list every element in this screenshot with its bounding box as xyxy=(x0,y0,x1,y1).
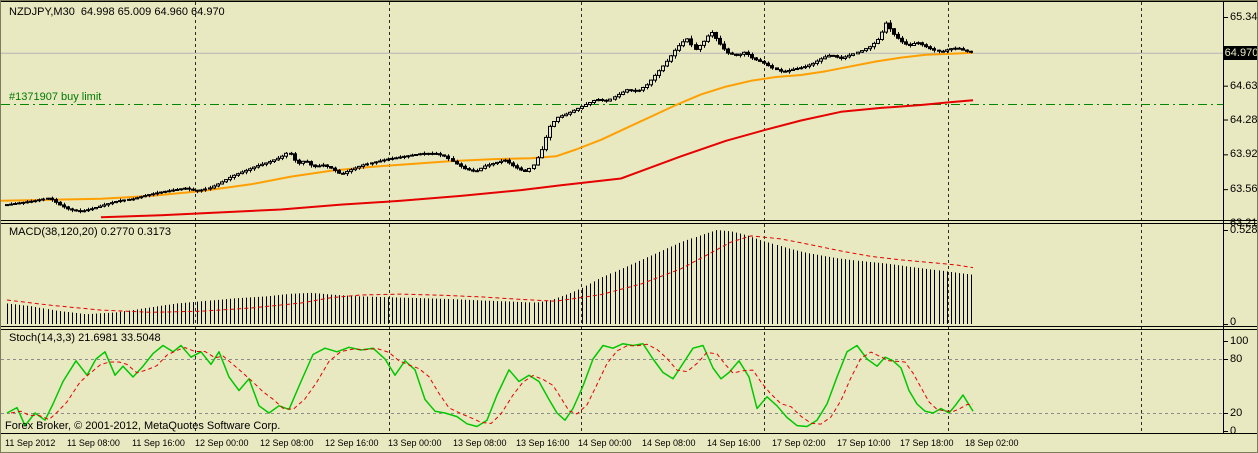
current-price-badge: 64.970 xyxy=(1224,46,1258,60)
buy-limit-label: #1371907 buy limit xyxy=(9,91,102,103)
time-label: 13 Sep 08:00 xyxy=(453,438,507,448)
time-label: 12 Sep 08:00 xyxy=(260,438,314,448)
stoch-tick-label: 0 xyxy=(1230,425,1237,437)
stoch-tick-label: 20 xyxy=(1230,407,1243,419)
time-label: 18 Sep 02:00 xyxy=(965,438,1019,448)
price-tick-label: 63.560 xyxy=(1230,183,1258,196)
macd-tick-label: 0.5282 xyxy=(1230,224,1258,236)
price-tick-label: 65.340 xyxy=(1230,11,1258,23)
time-label: 12 Sep 16:00 xyxy=(325,438,379,448)
time-label: 13 Sep 16:00 xyxy=(516,438,570,448)
time-label: 11 Sep 2012 xyxy=(5,438,56,448)
price-tick-label: 64.630 xyxy=(1230,79,1258,92)
price-tick-label: 63.920 xyxy=(1230,148,1258,161)
chart-title: NZDJPY,M30 64.998 65.009 64.960 64.970 xyxy=(9,6,225,18)
time-label: 11 Sep 16:00 xyxy=(132,438,185,448)
time-label: 13 Sep 00:00 xyxy=(388,438,442,448)
time-label: 17 Sep 18:00 xyxy=(900,438,954,448)
copyright-text: Forex Broker, © 2001-2012, MetaQuotes So… xyxy=(5,420,281,432)
stoch-indicator-label: Stoch(14,3,3) 21.6981 33.5048 xyxy=(9,332,161,344)
macd-indicator-label: MACD(38,120,20) 0.2770 0.3173 xyxy=(9,226,172,238)
stoch-tick-label: 100 xyxy=(1230,335,1249,347)
time-label: 11 Sep 08:00 xyxy=(67,438,120,448)
time-label: 12 Sep 00:00 xyxy=(195,438,249,448)
time-label: 14 Sep 16:00 xyxy=(707,438,761,448)
price-tick-label: 64.280 xyxy=(1230,113,1258,126)
time-label: 17 Sep 02:00 xyxy=(772,438,826,448)
time-label: 14 Sep 08:00 xyxy=(642,438,696,448)
price-tick-label: 63.210 xyxy=(1230,217,1258,229)
stoch-tick-label: 80 xyxy=(1230,353,1243,365)
time-label: 14 Sep 00:00 xyxy=(578,438,632,448)
time-label: 17 Sep 10:00 xyxy=(837,438,891,448)
macd-tick-label: 0 xyxy=(1230,316,1237,328)
